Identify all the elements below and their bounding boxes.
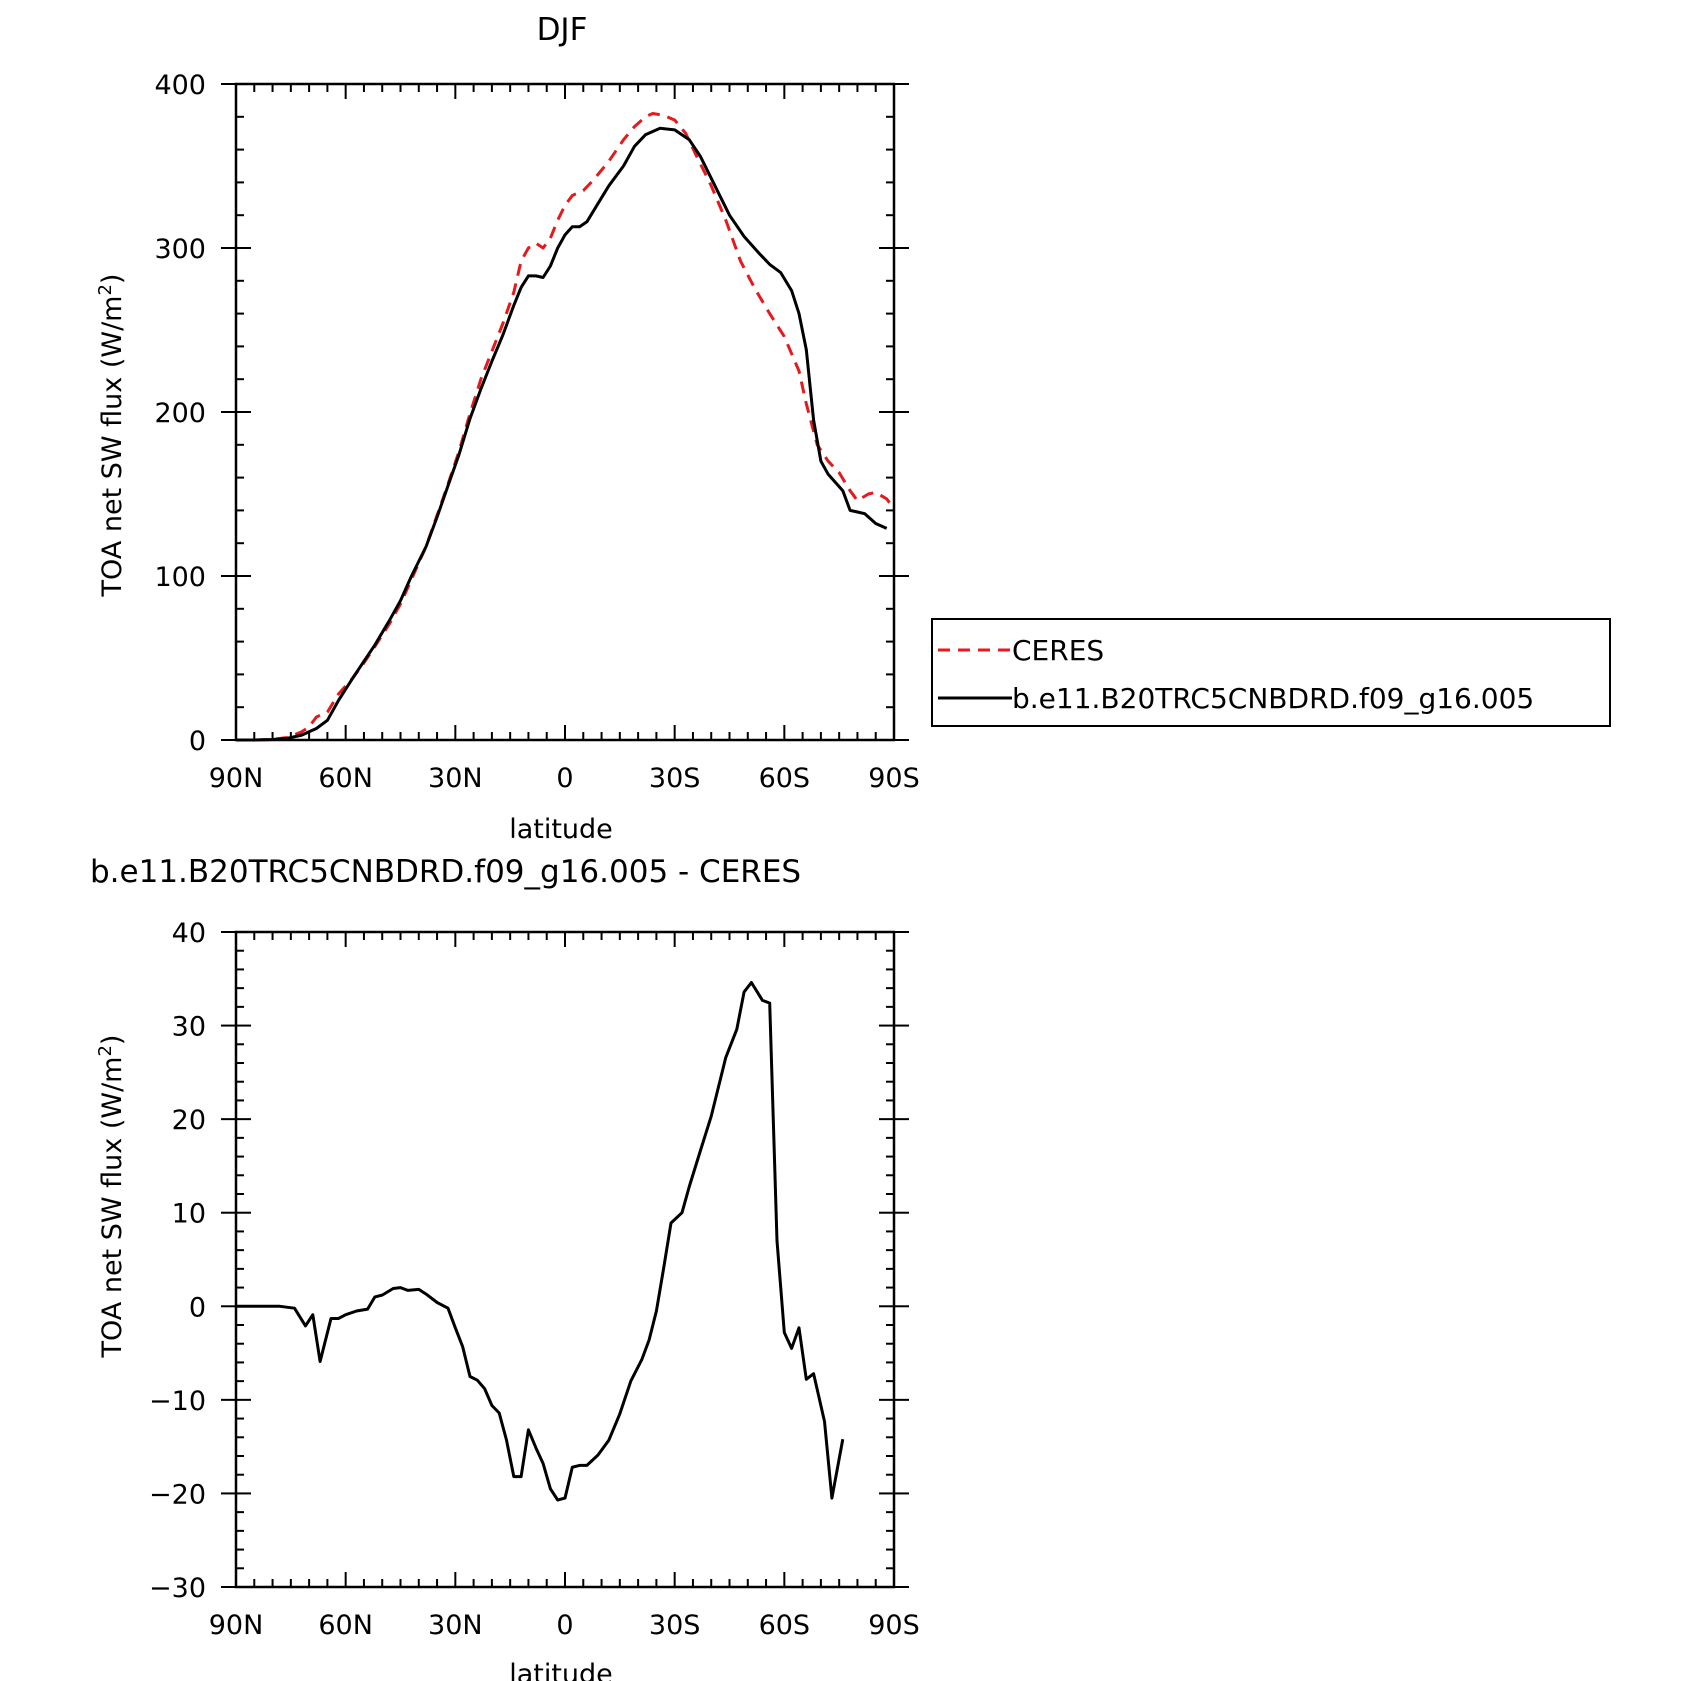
- y-tick-label: 200: [154, 398, 206, 429]
- y-tick-label: 100: [154, 562, 206, 593]
- x-tick-label: 60S: [759, 763, 811, 794]
- y-tick-label: 400: [154, 70, 206, 101]
- series-line-1: [236, 126, 888, 742]
- plot-frame: [234, 930, 896, 1589]
- x-tick-label: 60N: [318, 1610, 373, 1641]
- x-tick-label: 0: [556, 1610, 573, 1641]
- plot-frame: [234, 82, 896, 742]
- x-tick-label: 90S: [868, 763, 920, 794]
- x-axis-label: latitude: [509, 1659, 613, 1681]
- series-layer: [236, 981, 845, 1502]
- x-tick-label: 30S: [649, 1610, 701, 1641]
- axes: 90N 60N 30N 0 30S 60S 90S 0 100 200 300 400: [154, 70, 919, 794]
- y-axis-label: TOA net SW flux (W/m2): [95, 1035, 128, 1359]
- x-tick-label: 30N: [428, 1610, 483, 1641]
- panel-difference: b.e11.B20TRC5CNBDRD.f09_g16.005 - CERES …: [90, 854, 920, 1681]
- x-tick-label: 90N: [209, 763, 264, 794]
- y-tick-label: 0: [189, 1292, 206, 1323]
- axes: 90N 60N 30N 0 30S 60S 90S −30 −20 −10 0 10 20 30 40: [149, 918, 920, 1641]
- y-tick-label: 0: [189, 726, 206, 757]
- x-tick-label: 90N: [209, 1610, 264, 1641]
- y-tick-label: 30: [172, 1012, 206, 1043]
- series-line-0: [236, 112, 896, 742]
- legend-box: [931, 618, 1611, 727]
- y-tick-label: 10: [172, 1199, 206, 1230]
- x-tick-label: 90S: [868, 1610, 920, 1641]
- x-axis-label: latitude: [509, 814, 613, 845]
- series-line-0: [236, 981, 845, 1502]
- chart-title: b.e11.B20TRC5CNBDRD.f09_g16.005 - CERES: [90, 854, 801, 890]
- legend-label-ceres: CERES: [1012, 634, 1104, 667]
- series-layer: [236, 112, 896, 742]
- x-tick-label: 60S: [759, 1610, 811, 1641]
- x-tick-label: 0: [556, 763, 573, 794]
- y-tick-label: 20: [172, 1105, 206, 1136]
- y-tick-label: −10: [149, 1386, 206, 1417]
- x-tick-label: 60N: [318, 763, 373, 794]
- x-tick-label: 30N: [428, 763, 483, 794]
- y-tick-label: −20: [149, 1479, 206, 1510]
- chart-title: DJF: [537, 12, 588, 48]
- legend-label-model: b.e11.B20TRC5CNBDRD.f09_g16.005: [1012, 682, 1534, 715]
- y-axis-label: TOA net SW flux (W/m2): [95, 274, 128, 598]
- panel-djf: DJF 90N 60N 30N 0 30S 60S 90S 0 100 200 300 400 lat…: [95, 12, 920, 845]
- y-tick-label: −30: [149, 1573, 206, 1604]
- y-tick-label: 300: [154, 234, 206, 265]
- y-tick-label: 40: [172, 918, 206, 949]
- legend: CERES b.e11.B20TRC5CNBDRD.f09_g16.005: [931, 618, 1611, 727]
- x-tick-label: 30S: [649, 763, 701, 794]
